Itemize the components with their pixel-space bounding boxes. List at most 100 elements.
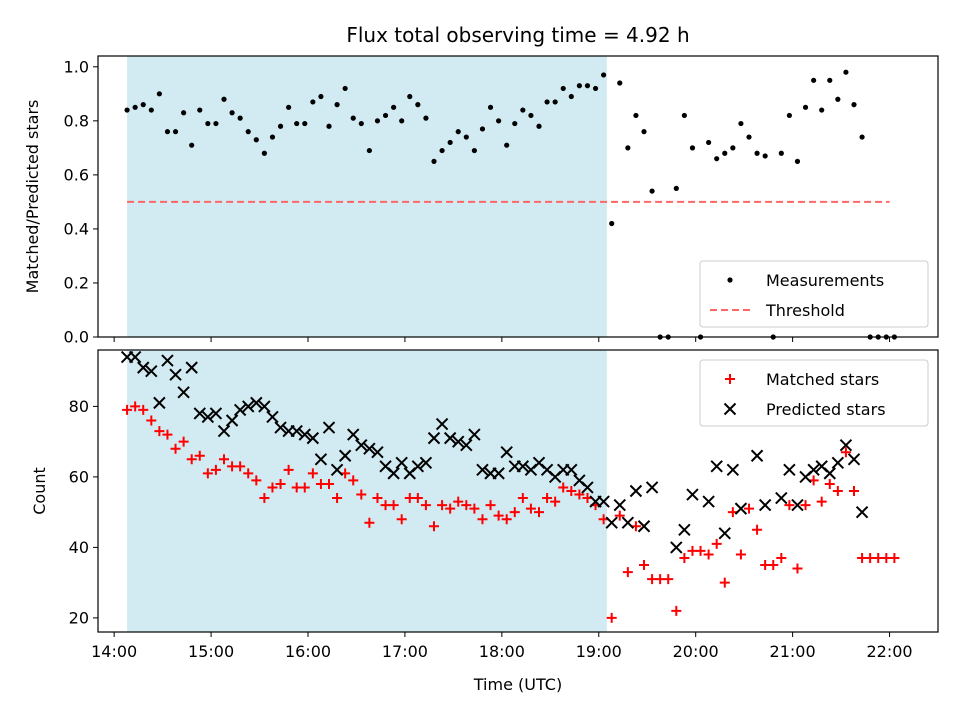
matched-star-marker: [202, 468, 213, 479]
measurement-point: [148, 107, 154, 113]
predicted-star-marker: [137, 361, 150, 374]
measurement-point: [835, 96, 841, 102]
measurement-point: [560, 85, 566, 92]
y-tick-label: 0.4: [64, 219, 89, 238]
measurement-point: [592, 85, 599, 92]
matched-star-marker: [235, 461, 246, 472]
measurement-point: [778, 150, 784, 156]
measurement-point: [124, 107, 130, 113]
y-tick-label: 40: [69, 538, 89, 557]
matched-star-marker: [130, 401, 141, 412]
matched-star-marker: [744, 503, 754, 514]
y-tick-label: 0.8: [64, 111, 89, 130]
predicted-star-marker: [758, 498, 772, 512]
predicted-star-marker: [161, 354, 174, 367]
measurement-point: [471, 147, 477, 154]
measurement-point: [391, 104, 397, 110]
measurement-point: [423, 115, 429, 121]
predicted-star-marker: [419, 456, 433, 470]
measurement-point: [544, 99, 550, 105]
predicted-star-marker: [435, 417, 449, 431]
predicted-star-marker: [670, 541, 683, 554]
matched-star-marker: [509, 507, 520, 518]
measurement-point: [746, 134, 752, 140]
legend-label: Threshold: [765, 301, 845, 320]
measurement-point: [205, 120, 211, 127]
measurement-point: [851, 102, 857, 108]
predicted-star-marker: [242, 400, 255, 413]
measurement-point: [786, 112, 792, 119]
matched-star-marker: [251, 475, 262, 486]
predicted-star-marker: [290, 424, 303, 438]
matched-star-marker: [138, 404, 149, 415]
measurement-point: [730, 145, 736, 151]
legend-box: [699, 260, 929, 328]
matched-star-marker: [162, 429, 173, 440]
measurement-point: [568, 93, 574, 100]
measurement-point: [681, 112, 687, 119]
measurement-point: [722, 150, 728, 156]
measurement-point: [366, 147, 372, 154]
measurement-point: [463, 134, 469, 140]
matched-star-marker: [735, 549, 746, 560]
measurement-point: [617, 80, 623, 86]
matched-star-marker: [792, 563, 803, 574]
measurement-point: [673, 185, 679, 191]
matched-star-marker: [752, 524, 763, 535]
measurement-point: [302, 120, 308, 127]
predicted-star-marker: [274, 421, 287, 434]
measurement-point: [601, 72, 607, 78]
matched-star-marker: [259, 493, 270, 504]
predicted-star-marker: [613, 498, 626, 512]
predicted-star-marker: [702, 495, 715, 508]
matched-star-marker: [703, 549, 714, 560]
matched-star-marker: [178, 436, 189, 447]
measurement-point: [172, 129, 179, 135]
predicted-star-marker: [500, 446, 513, 459]
predicted-star-marker: [209, 407, 223, 420]
matched-star-marker: [889, 552, 900, 563]
measurement-point: [213, 120, 219, 127]
predicted-star-marker: [363, 442, 376, 455]
predicted-star-marker: [718, 527, 731, 540]
matched-star-marker: [776, 552, 787, 563]
matched-star-marker: [283, 464, 294, 475]
measurement-point: [455, 129, 461, 135]
measurement-point: [584, 83, 591, 89]
measurement-point: [431, 158, 437, 164]
matched-star-marker: [663, 574, 674, 585]
matched-star-marker: [606, 612, 617, 623]
measurement-point: [439, 147, 445, 154]
matched-star-marker: [679, 552, 690, 563]
matched-star-marker: [445, 503, 456, 514]
measurement-point: [843, 69, 849, 75]
measurement-point: [706, 139, 712, 146]
measurement-point: [714, 156, 720, 162]
x-tick-label: 19:00: [576, 642, 622, 661]
predicted-star-marker: [250, 396, 263, 410]
predicted-star-marker: [686, 488, 699, 501]
y-tick-label: 80: [69, 397, 89, 416]
measurement-point: [633, 112, 639, 119]
chart-title: Flux total observing time = 4.92 h: [346, 23, 689, 47]
matched-star-marker: [332, 493, 343, 504]
measurement-point: [237, 115, 243, 121]
predicted-star-marker: [855, 505, 869, 519]
predicted-star-marker: [621, 516, 635, 529]
measurement-point: [286, 104, 292, 110]
matched-star-marker: [840, 447, 851, 458]
predicted-star-marker: [201, 410, 215, 424]
matched-star-marker: [517, 493, 528, 504]
matched-star-marker: [364, 517, 375, 528]
legend-box: [699, 359, 929, 427]
predicted-star-marker: [387, 467, 400, 480]
predicted-star-marker: [734, 502, 748, 515]
bottom-panel-counts: 20 40 60 80 14:00 15:00 16:00 17:00 18:00 19:00 20…: [30, 349, 939, 694]
measurement-point: [827, 77, 833, 83]
predicted-star-marker: [322, 421, 336, 434]
legend-matched-swatch: [725, 374, 735, 384]
measurement-point: [253, 137, 259, 143]
measurement-point: [641, 129, 647, 135]
measurement-point: [447, 139, 453, 146]
